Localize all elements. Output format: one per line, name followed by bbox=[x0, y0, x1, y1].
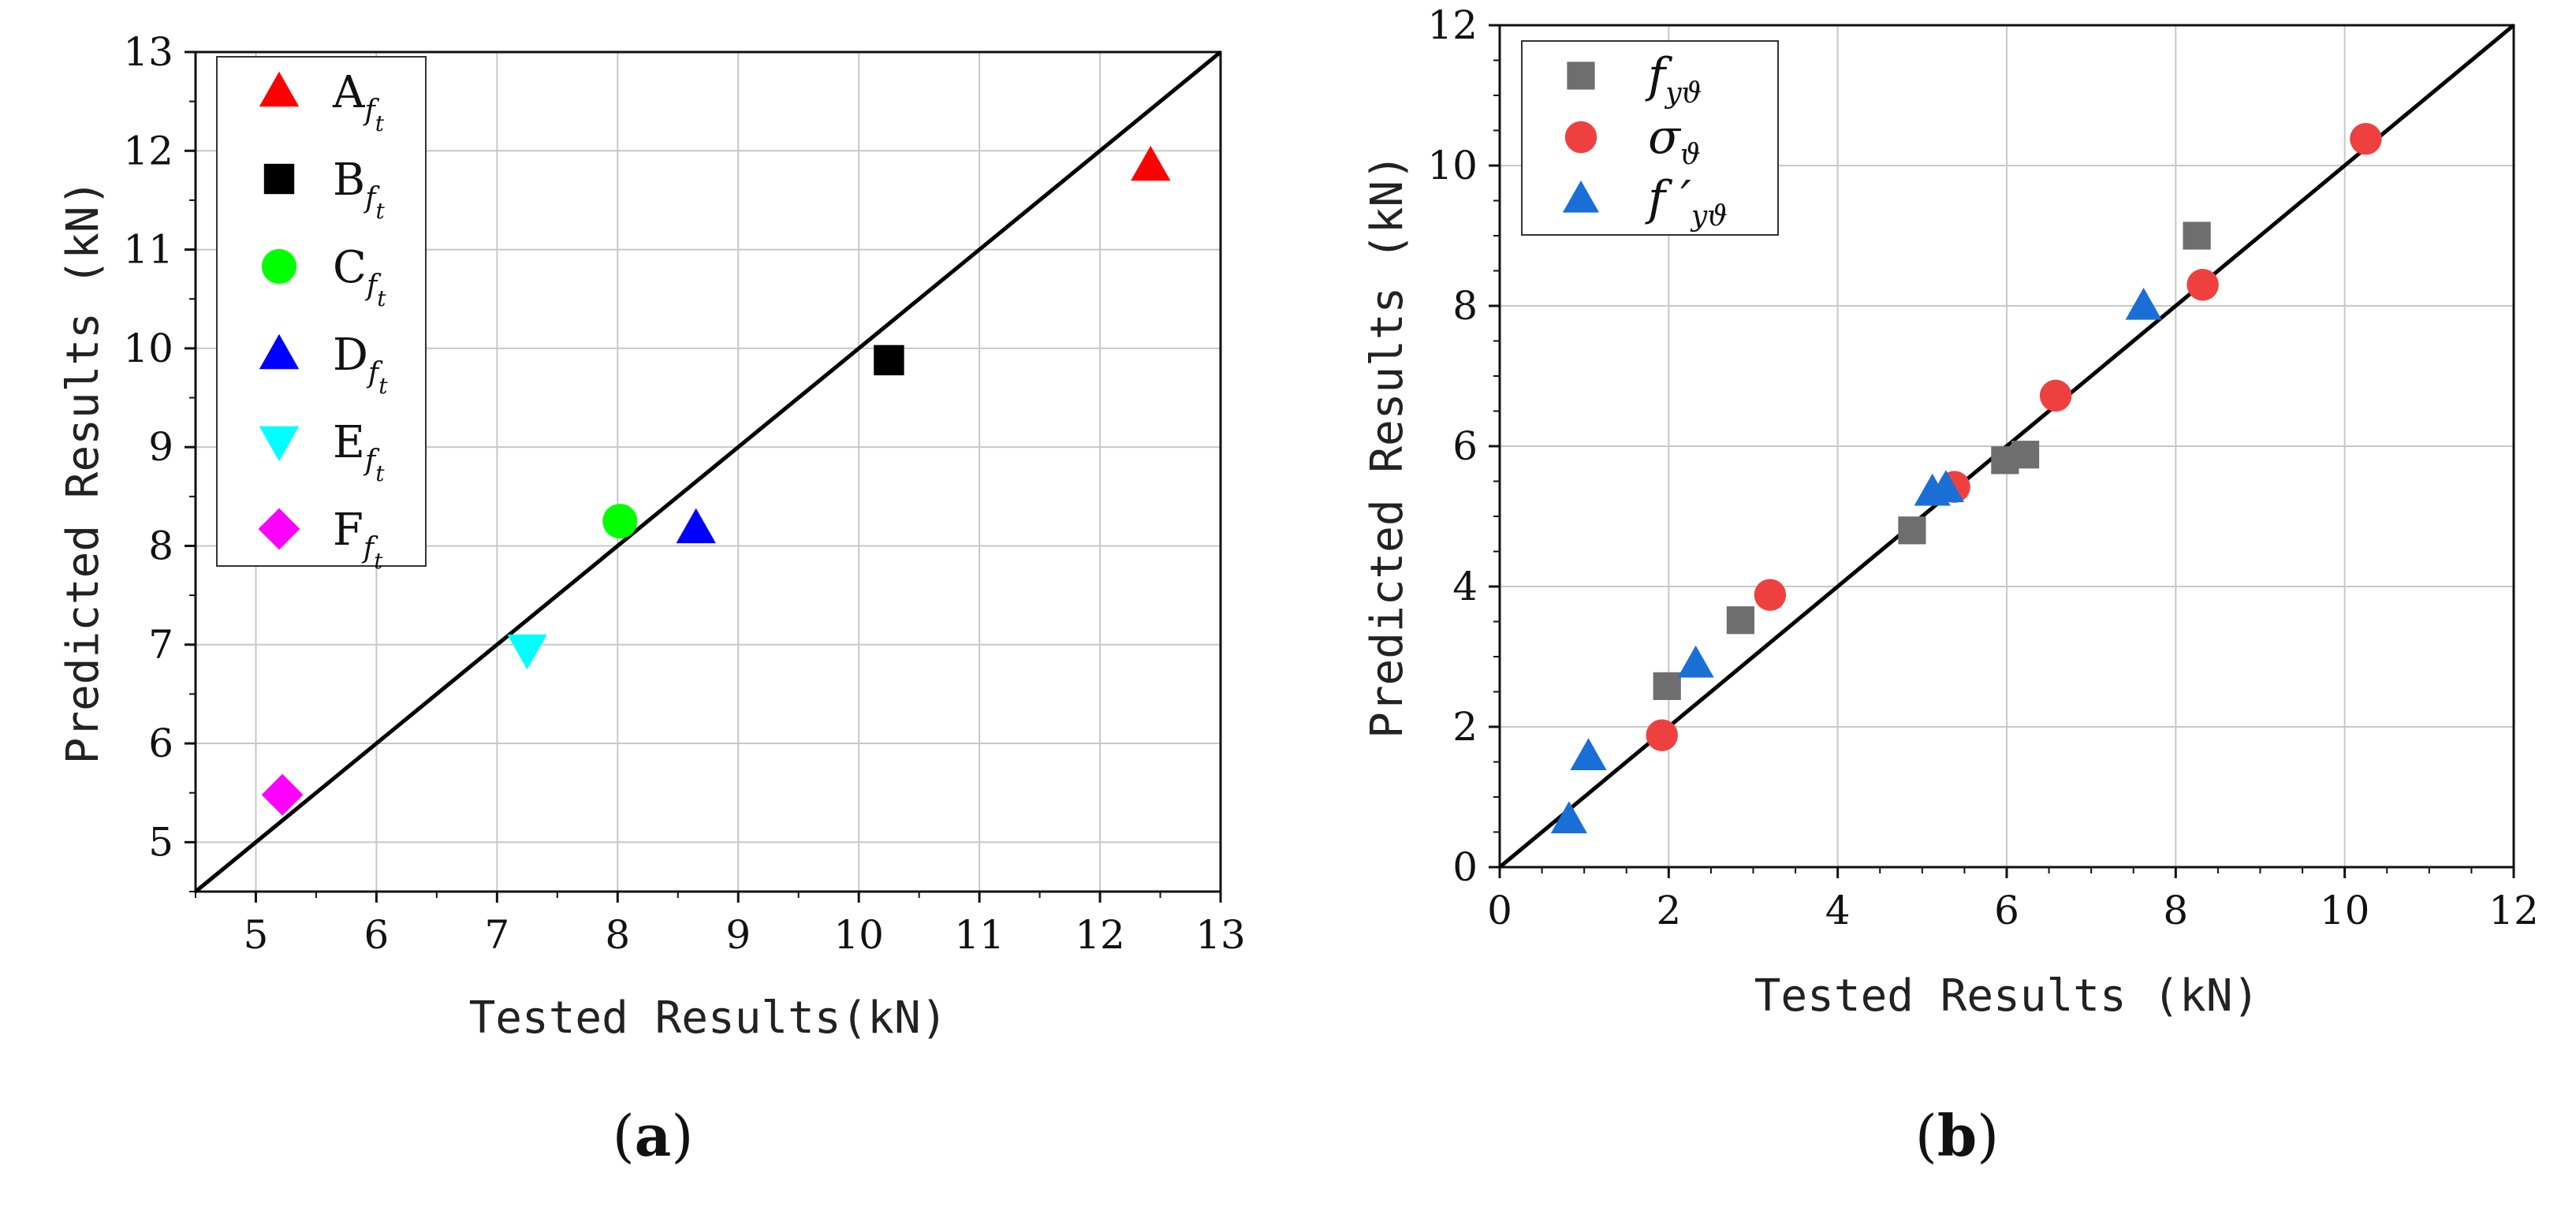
b-x-tick-label: 10 bbox=[2320, 888, 2370, 933]
a-point-1-0 bbox=[874, 344, 904, 376]
chart-a-legend-marker-4 bbox=[259, 426, 300, 462]
chart-b-caption: (b) bbox=[1915, 1102, 2000, 1169]
chart-a-points bbox=[261, 145, 1171, 816]
chart-b-legend-label-2: f ′yϑ bbox=[1645, 171, 1728, 233]
b-x-tick-label: 12 bbox=[2488, 888, 2539, 933]
a-y-tick-label: 5 bbox=[148, 819, 173, 865]
a-y-tick-label: 9 bbox=[148, 424, 173, 470]
b-y-tick-label: 2 bbox=[1452, 704, 1478, 750]
chart-b-legend-marker-0 bbox=[1567, 61, 1595, 90]
chart-a-legend-marker-2 bbox=[261, 248, 297, 285]
a-x-tick-label: 11 bbox=[954, 912, 1005, 958]
a-y-tick-label: 7 bbox=[148, 622, 173, 668]
b-y-tick-label: 0 bbox=[1452, 844, 1478, 890]
chart-a-ticks: 5 6 7 8 9 10 11 12 13 5 6 7 8 9 10 11 12 13 bbox=[123, 29, 1245, 958]
a-point-0-0 bbox=[1131, 145, 1171, 181]
b-point-0-4 bbox=[2011, 441, 2040, 469]
a-y-tick-label: 13 bbox=[123, 29, 173, 75]
b-y-tick-label: 12 bbox=[1427, 2, 1478, 48]
b-point-2-0 bbox=[1550, 801, 1587, 834]
chart-a-legend-box bbox=[216, 56, 427, 567]
a-x-tick-label: 9 bbox=[725, 912, 751, 958]
b-x-tick-label: 6 bbox=[1994, 888, 2019, 933]
chart-a-legend-marker-0 bbox=[259, 71, 300, 107]
b-x-tick-label: 2 bbox=[1656, 888, 1681, 933]
a-y-tick-label: 6 bbox=[148, 721, 173, 766]
chart-b-points bbox=[1550, 122, 2382, 834]
chart-a-legend-marker-5 bbox=[258, 508, 300, 550]
chart-a: 5 6 7 8 9 10 11 12 13 5 6 7 8 9 10 11 12 13 Tested Result… bbox=[58, 29, 1246, 1169]
chart-b-legend-label-1: σϑ bbox=[1648, 110, 1701, 171]
a-y-tick-label: 11 bbox=[123, 227, 173, 273]
chart-b-ticks: 0 2 4 6 8 10 12 0 2 4 6 8 10 12 bbox=[1427, 2, 2538, 933]
b-point-1-4 bbox=[2186, 269, 2219, 301]
chart-b: 0 2 4 6 8 10 12 0 2 4 6 8 10 12 Tested Results (kN) P… bbox=[1362, 2, 2539, 1169]
b-y-tick-label: 8 bbox=[1452, 283, 1478, 329]
a-y-tick-label: 12 bbox=[123, 128, 173, 173]
b-y-tick-label: 4 bbox=[1452, 564, 1478, 609]
chart-a-reference-line bbox=[194, 50, 1222, 893]
chart-a-caption: (a) bbox=[613, 1102, 694, 1169]
chart-b-legend-box bbox=[1521, 40, 1779, 236]
a-y-tick-label: 10 bbox=[123, 326, 173, 371]
b-x-tick-label: 4 bbox=[1825, 888, 1851, 933]
b-point-1-3 bbox=[2039, 379, 2072, 412]
chart-a-legend-label-2: Cft bbox=[333, 242, 386, 311]
b-point-2-5 bbox=[2125, 287, 2162, 320]
b-point-2-2 bbox=[1677, 645, 1714, 678]
b-y-tick-label: 6 bbox=[1452, 423, 1478, 469]
chart-a-plot-frame bbox=[194, 50, 1222, 893]
b-point-0-5 bbox=[2183, 222, 2211, 250]
a-x-tick-label: 12 bbox=[1075, 912, 1125, 958]
a-y-tick-label: 8 bbox=[148, 523, 173, 568]
a-point-5-0 bbox=[261, 773, 304, 816]
a-point-2-0 bbox=[602, 504, 638, 539]
chart-a-caption-letter: a bbox=[635, 1102, 672, 1169]
chart-a-legend-label-4: Eft bbox=[333, 417, 385, 486]
chart-a-legend-marker-3 bbox=[259, 333, 300, 370]
a-point-4-0 bbox=[507, 634, 547, 670]
b-point-1-0 bbox=[1646, 719, 1678, 751]
chart-b-caption-letter: b bbox=[1937, 1102, 1977, 1169]
chart-b-legend-marker-2 bbox=[1562, 180, 1600, 213]
b-point-0-0 bbox=[1653, 672, 1681, 700]
a-x-tick-label: 13 bbox=[1195, 912, 1246, 958]
a-x-tick-label: 8 bbox=[605, 912, 630, 958]
a-x-tick-label: 5 bbox=[244, 912, 269, 958]
a-x-tick-label: 7 bbox=[484, 912, 509, 958]
a-x-tick-label: 10 bbox=[833, 912, 884, 958]
chart-a-y-axis-label: Predicted Results (kN) bbox=[58, 180, 109, 765]
b-x-tick-label: 0 bbox=[1487, 888, 1512, 933]
b-point-1-5 bbox=[2350, 122, 2382, 155]
b-y-tick-label: 10 bbox=[1427, 143, 1478, 188]
a-x-tick-label: 6 bbox=[364, 912, 390, 958]
b-x-tick-label: 8 bbox=[2163, 888, 2188, 933]
b-point-0-1 bbox=[1726, 606, 1755, 635]
a-point-3-0 bbox=[676, 508, 716, 544]
b-point-0-2 bbox=[1898, 516, 1926, 545]
chart-b-x-axis-label: Tested Results (kN) bbox=[1754, 970, 2260, 1022]
chart-b-y-axis-label: Predicted Results (kN) bbox=[1362, 154, 1413, 739]
chart-a-legend-marker-1 bbox=[263, 163, 295, 195]
chart-a-x-axis-label: Tested Results(kN) bbox=[469, 992, 948, 1044]
b-point-2-4 bbox=[1927, 470, 1964, 502]
chart-b-legend-marker-1 bbox=[1564, 121, 1597, 154]
b-point-1-1 bbox=[1754, 579, 1787, 611]
b-point-2-1 bbox=[1570, 738, 1607, 770]
